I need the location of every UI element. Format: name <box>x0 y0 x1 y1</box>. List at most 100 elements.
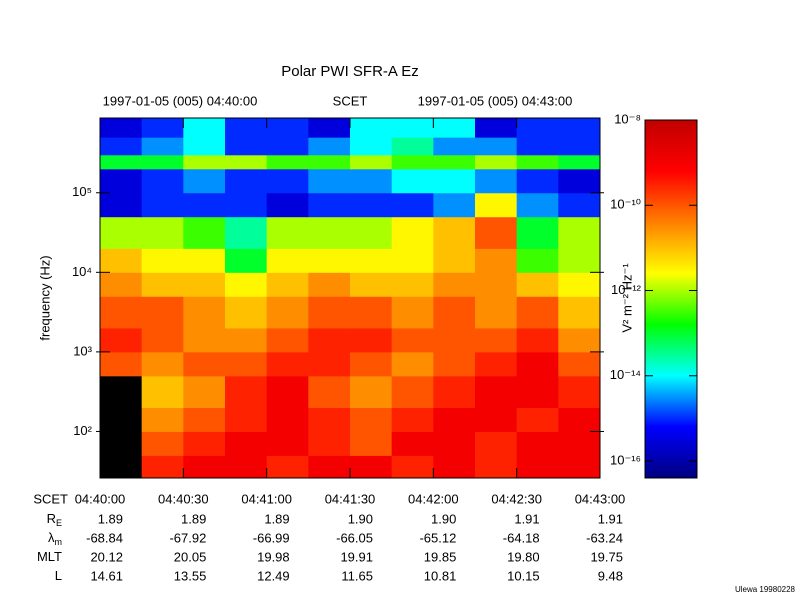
spectrogram-cell <box>475 154 518 170</box>
ephemeris-label-main: L <box>55 568 62 583</box>
ephemeris-value: 1.91 <box>598 511 623 526</box>
no-data-cell <box>100 455 143 479</box>
spectrogram-cell <box>141 272 184 297</box>
spectrogram-cell <box>391 431 434 456</box>
spectrogram-cell <box>391 216 434 249</box>
spectrogram-cell <box>433 407 476 432</box>
spectrogram-cell <box>308 455 351 479</box>
spectrogram-cell <box>100 154 143 170</box>
spectrogram-cell <box>475 216 518 249</box>
spectrogram-cell <box>558 327 601 353</box>
ephemeris-value: 1.89 <box>98 511 123 526</box>
spectrogram-cell <box>100 327 143 353</box>
ephemeris-label: RE <box>47 511 62 528</box>
ephemeris-value: 19.80 <box>507 549 540 564</box>
spectrogram-cell <box>141 248 184 273</box>
ephemeris-value: 10.15 <box>507 568 540 583</box>
y-tick-label: 10⁴ <box>72 264 92 279</box>
time-system: SCET <box>333 93 368 108</box>
spectrogram-cell <box>183 192 226 218</box>
colorbar-tick-label: 10⁻¹⁴ <box>610 367 641 382</box>
ephemeris-label: SCET <box>33 491 68 506</box>
spectrogram-cell <box>100 351 143 377</box>
spectrogram-cell <box>308 431 351 456</box>
spectrogram-cell <box>350 272 393 297</box>
spectrogram-cell <box>433 351 476 377</box>
spectrogram-cell <box>433 272 476 297</box>
ephemeris-value: 1.89 <box>181 511 206 526</box>
ephemeris-label: λm <box>48 530 62 547</box>
spectrogram-cell <box>475 431 518 456</box>
spectrogram-cell <box>350 248 393 273</box>
ephemeris-value: 20.05 <box>174 549 207 564</box>
spectrogram-cell <box>391 192 434 218</box>
colorbar-label: V² m⁻² Hz⁻¹ <box>619 263 634 333</box>
spectrogram-cell <box>391 137 434 156</box>
spectrogram-cell <box>100 192 143 218</box>
spectrogram-cell <box>183 407 226 432</box>
ephemeris-value: 19.98 <box>257 549 290 564</box>
spectrogram-cell <box>391 455 434 479</box>
spectrogram-cell <box>266 248 309 273</box>
spectrogram-cell <box>475 375 518 409</box>
spectrogram-cell <box>475 168 518 194</box>
spectrogram-cell <box>225 118 268 138</box>
spectrogram-cell <box>225 272 268 297</box>
spectrogram-cell <box>141 327 184 353</box>
ephemeris-value: -65.12 <box>419 530 456 545</box>
spectrogram-cell <box>391 154 434 170</box>
spectrogram-cell <box>266 272 309 297</box>
spectrogram-cell <box>433 216 476 249</box>
spectrogram-cell <box>350 216 393 249</box>
ephemeris-value: 19.75 <box>590 549 623 564</box>
spectrogram-cell <box>516 375 559 409</box>
spectrogram-cell <box>475 272 518 297</box>
start-time: 1997-01-05 (005) 04:40:00 <box>103 93 258 108</box>
no-data-cell <box>100 407 143 432</box>
spectrogram-cell <box>350 168 393 194</box>
spectrogram-cell <box>266 154 309 170</box>
no-data-cell <box>100 431 143 456</box>
spectrogram-cell <box>225 168 268 194</box>
spectrogram-cell <box>516 431 559 456</box>
spectrogram-cell <box>100 216 143 249</box>
spectrogram-cell <box>516 455 559 479</box>
spectrogram-cell <box>475 296 518 329</box>
ephemeris-value: -68.84 <box>86 530 123 545</box>
ephemeris-value: 14.61 <box>90 568 123 583</box>
y-tick-label: 10² <box>73 423 92 438</box>
spectrogram-cell <box>225 137 268 156</box>
spectrogram-cell <box>350 455 393 479</box>
ephemeris-label-main: λ <box>48 530 55 545</box>
spectrogram-cell <box>391 327 434 353</box>
ephemeris-value: 19.85 <box>424 549 457 564</box>
spectrogram-cell <box>141 118 184 138</box>
spectrogram-cell <box>433 192 476 218</box>
chart-title: Polar PWI SFR-A Ez <box>281 63 419 80</box>
spectrogram-cell <box>308 375 351 409</box>
footer: Ulewa 19980228 <box>735 585 796 594</box>
spectrogram-cell <box>225 375 268 409</box>
spectrogram-cell <box>391 296 434 329</box>
x-tick-label: 04:42:00 <box>408 491 459 506</box>
ephemeris-label-sub: E <box>56 518 62 528</box>
spectrogram-cell <box>350 192 393 218</box>
spectrogram-cell <box>516 327 559 353</box>
spectrogram-cell <box>350 118 393 138</box>
spectrogram-cell <box>391 272 434 297</box>
spectrogram-cell <box>100 168 143 194</box>
spectrogram-cell <box>266 327 309 353</box>
spectrogram-cell <box>225 431 268 456</box>
spectrogram-cell <box>433 168 476 194</box>
spectrogram-cell <box>266 118 309 138</box>
x-tick-label: 04:43:00 <box>575 491 626 506</box>
spectrogram-cell <box>225 154 268 170</box>
colorbar-tick-label: 10⁻¹⁰ <box>610 197 641 212</box>
spectrogram-cell <box>100 296 143 329</box>
spectrogram-cell <box>183 137 226 156</box>
ephemeris-value: 9.48 <box>598 568 623 583</box>
spectrogram-cell <box>516 216 559 249</box>
ephemeris-value: 1.90 <box>348 511 373 526</box>
ephemeris-value: 10.81 <box>424 568 457 583</box>
